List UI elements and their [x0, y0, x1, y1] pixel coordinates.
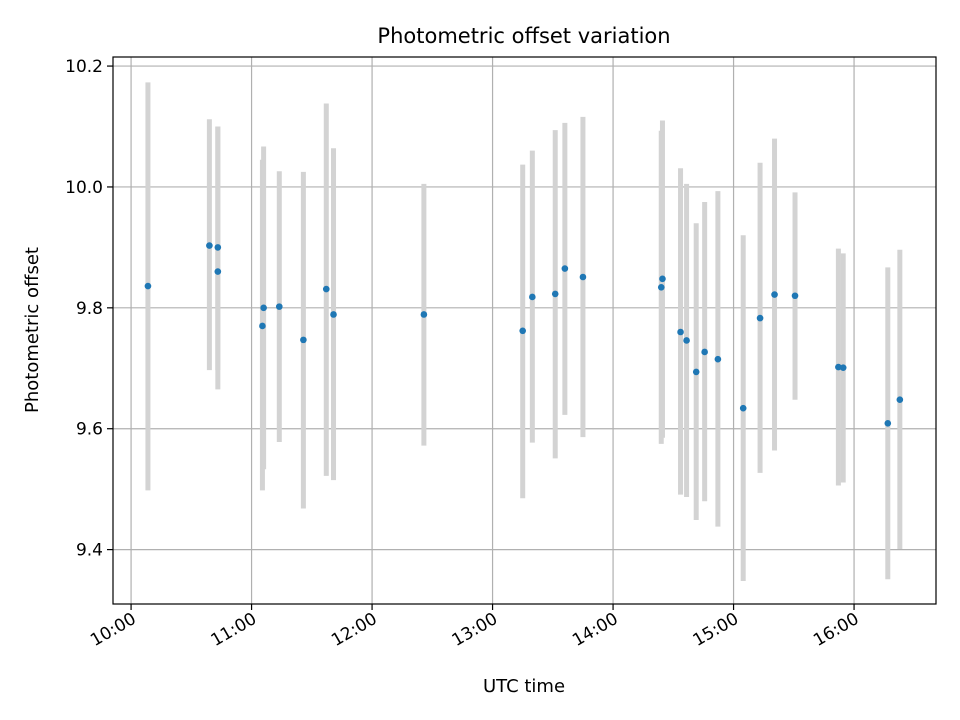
data-point	[214, 268, 222, 275]
x-tick-label: 10:00	[87, 609, 139, 651]
data-point	[214, 244, 222, 251]
data-point	[519, 327, 526, 335]
grid	[113, 57, 936, 604]
x-tick-label: 16:00	[810, 609, 862, 651]
data-point	[529, 293, 536, 301]
x-tick-label: 12:00	[328, 609, 380, 651]
data-point	[771, 291, 778, 298]
data-point	[322, 285, 330, 293]
data-point	[275, 303, 283, 310]
data-point	[791, 292, 799, 300]
y-axis: 9.4 9.6 9.8 10.0 10.2	[65, 57, 113, 561]
x-axis: 10:00 11:00 12:00 13:00 14:00 15:00 16:00	[87, 604, 863, 651]
data-point	[144, 282, 152, 290]
data-point	[756, 314, 764, 322]
data-point	[206, 242, 213, 249]
data-point	[701, 348, 708, 356]
data-points	[144, 242, 904, 427]
data-point	[692, 368, 700, 376]
data-point	[551, 290, 559, 298]
data-point	[683, 337, 690, 344]
data-point	[300, 336, 307, 344]
data-point	[839, 364, 847, 371]
data-point	[677, 328, 684, 336]
y-tick-label: 10.2	[65, 57, 103, 77]
data-point	[714, 355, 722, 363]
y-tick-label: 10.0	[65, 178, 103, 198]
chart-title: Photometric offset variation	[377, 24, 670, 48]
data-point	[835, 363, 842, 371]
data-point	[260, 304, 267, 312]
data-point	[420, 311, 428, 318]
x-tick-label: 15:00	[690, 609, 742, 651]
x-tick-label: 13:00	[449, 609, 501, 651]
y-tick-label: 9.6	[76, 420, 103, 440]
data-point	[739, 404, 747, 412]
y-axis-title: Photometric offset	[22, 247, 43, 413]
x-tick-label: 14:00	[569, 609, 621, 651]
data-point	[561, 265, 569, 272]
x-tick-label: 11:00	[208, 609, 260, 651]
data-point	[259, 322, 266, 330]
plot-frame	[112, 56, 937, 605]
data-point	[330, 311, 337, 318]
data-point	[896, 396, 904, 404]
x-axis-title: UTC time	[483, 676, 565, 697]
data-point	[884, 419, 892, 427]
y-tick-label: 9.4	[76, 541, 103, 561]
y-tick-label: 9.8	[76, 299, 103, 319]
data-point	[657, 283, 665, 291]
data-point	[659, 275, 666, 283]
data-point	[579, 273, 587, 281]
